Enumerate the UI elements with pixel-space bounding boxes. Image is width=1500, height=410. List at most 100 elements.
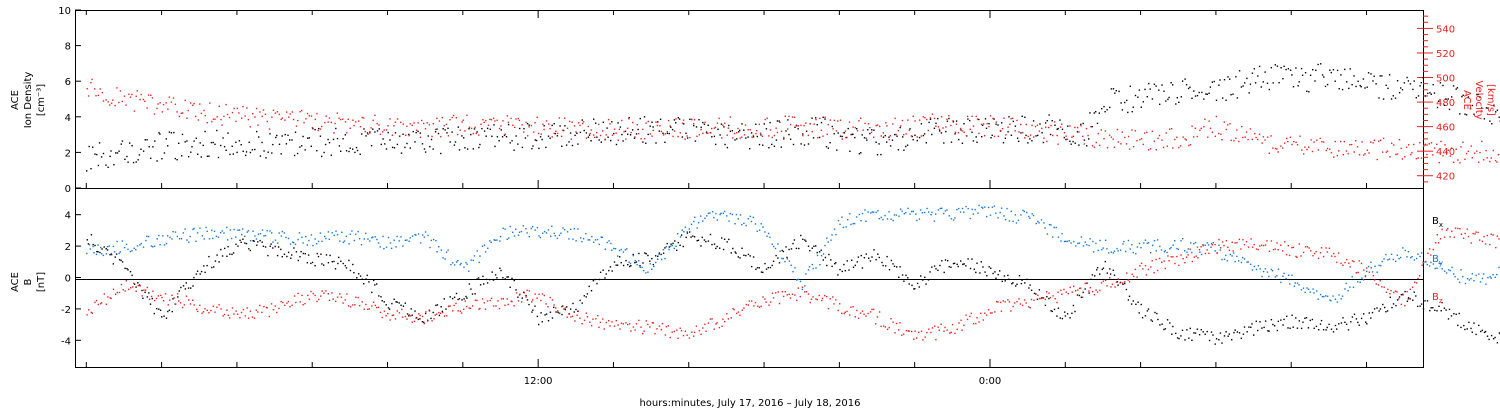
- density-point: [372, 128, 374, 130]
- velocity-point: [666, 131, 668, 133]
- bz-point: [459, 310, 461, 312]
- velocity-point: [856, 130, 859, 132]
- density-point: [700, 126, 702, 129]
- bz-point: [1040, 297, 1042, 300]
- bx-point: [1159, 324, 1161, 326]
- by-point: [562, 227, 564, 229]
- by-point: [1238, 260, 1240, 262]
- density-point: [554, 132, 556, 135]
- by-point: [781, 257, 783, 260]
- bx-point: [127, 269, 129, 271]
- density-point: [906, 144, 909, 146]
- bz-point: [100, 303, 102, 305]
- velocity-point: [1066, 138, 1069, 140]
- velocity-point: [819, 117, 821, 120]
- bz-point: [1243, 244, 1246, 246]
- density-point: [703, 123, 706, 125]
- bz-point: [1466, 228, 1469, 230]
- by-point: [223, 232, 225, 234]
- bx-point: [672, 242, 674, 245]
- density-point: [1366, 86, 1368, 88]
- density-point: [1491, 123, 1493, 125]
- velocity-point: [1025, 123, 1027, 126]
- bz-point: [818, 294, 820, 297]
- density-point: [1364, 87, 1366, 89]
- bx-point: [1490, 334, 1493, 337]
- by-point: [1022, 209, 1024, 212]
- bz-point: [1260, 244, 1263, 246]
- velocity-point: [1291, 143, 1293, 146]
- by-point: [1392, 258, 1394, 261]
- velocity-point: [178, 115, 181, 118]
- bz-point: [1250, 238, 1252, 240]
- by-point: [956, 208, 958, 211]
- bz-point: [1320, 247, 1323, 249]
- by-point: [509, 225, 511, 228]
- bx-point: [828, 253, 830, 256]
- by-point: [376, 238, 378, 241]
- bz-point: [365, 303, 367, 306]
- by-point: [341, 231, 343, 233]
- velocity-point: [162, 103, 165, 106]
- density-point: [1462, 94, 1464, 96]
- by-point: [440, 249, 442, 251]
- bx-point: [615, 264, 617, 266]
- bx-point: [741, 247, 743, 249]
- by-point: [150, 245, 153, 247]
- bx-point: [734, 251, 736, 253]
- velocity-point: [959, 127, 962, 130]
- by-point: [1040, 219, 1043, 221]
- velocity-point: [474, 126, 476, 129]
- bz-point: [1187, 254, 1189, 256]
- bx-point: [967, 258, 969, 260]
- bx-point: [325, 254, 328, 256]
- bz-point: [686, 334, 688, 336]
- by-point: [1271, 270, 1274, 272]
- velocity-point: [139, 98, 141, 101]
- bx-point: [802, 238, 804, 240]
- bx-point: [1053, 308, 1056, 311]
- density-point: [319, 135, 322, 137]
- density-point: [1086, 145, 1088, 147]
- by-point: [450, 263, 452, 266]
- bz-point: [789, 297, 792, 299]
- bx-point: [1353, 313, 1356, 315]
- velocity-point: [292, 118, 295, 121]
- velocity-point: [288, 116, 290, 118]
- velocity-point: [1012, 117, 1014, 119]
- bz-point: [1328, 247, 1331, 249]
- bz-point: [857, 317, 860, 319]
- by-point: [478, 261, 480, 264]
- bz-point: [938, 329, 940, 331]
- velocity-point: [983, 123, 985, 125]
- by-point: [123, 246, 126, 249]
- by-point: [550, 235, 552, 237]
- velocity-point: [249, 126, 251, 128]
- bx-point: [752, 256, 755, 258]
- by-point: [186, 239, 188, 241]
- bz-point: [1110, 286, 1112, 288]
- bx-point: [506, 276, 508, 278]
- by-point: [1473, 280, 1475, 282]
- density-point: [1388, 74, 1391, 76]
- velocity-point: [1244, 136, 1246, 138]
- velocity-point: [1329, 148, 1331, 150]
- by-point: [110, 253, 112, 255]
- bx-point: [824, 256, 827, 259]
- by-point: [1037, 220, 1039, 223]
- density-point: [903, 149, 905, 151]
- by-point: [385, 246, 388, 248]
- density-point: [1069, 140, 1071, 142]
- density-point: [1420, 82, 1422, 84]
- bz-point: [595, 318, 597, 320]
- density-point: [657, 121, 659, 123]
- density-point: [849, 150, 851, 152]
- by-point: [1378, 264, 1380, 267]
- bx-point: [290, 257, 292, 259]
- velocity-point: [1389, 156, 1391, 158]
- velocity-point: [714, 126, 717, 129]
- density-point: [1227, 76, 1229, 78]
- bz-point: [1223, 244, 1225, 247]
- density-point: [323, 151, 325, 154]
- velocity-point: [645, 122, 647, 124]
